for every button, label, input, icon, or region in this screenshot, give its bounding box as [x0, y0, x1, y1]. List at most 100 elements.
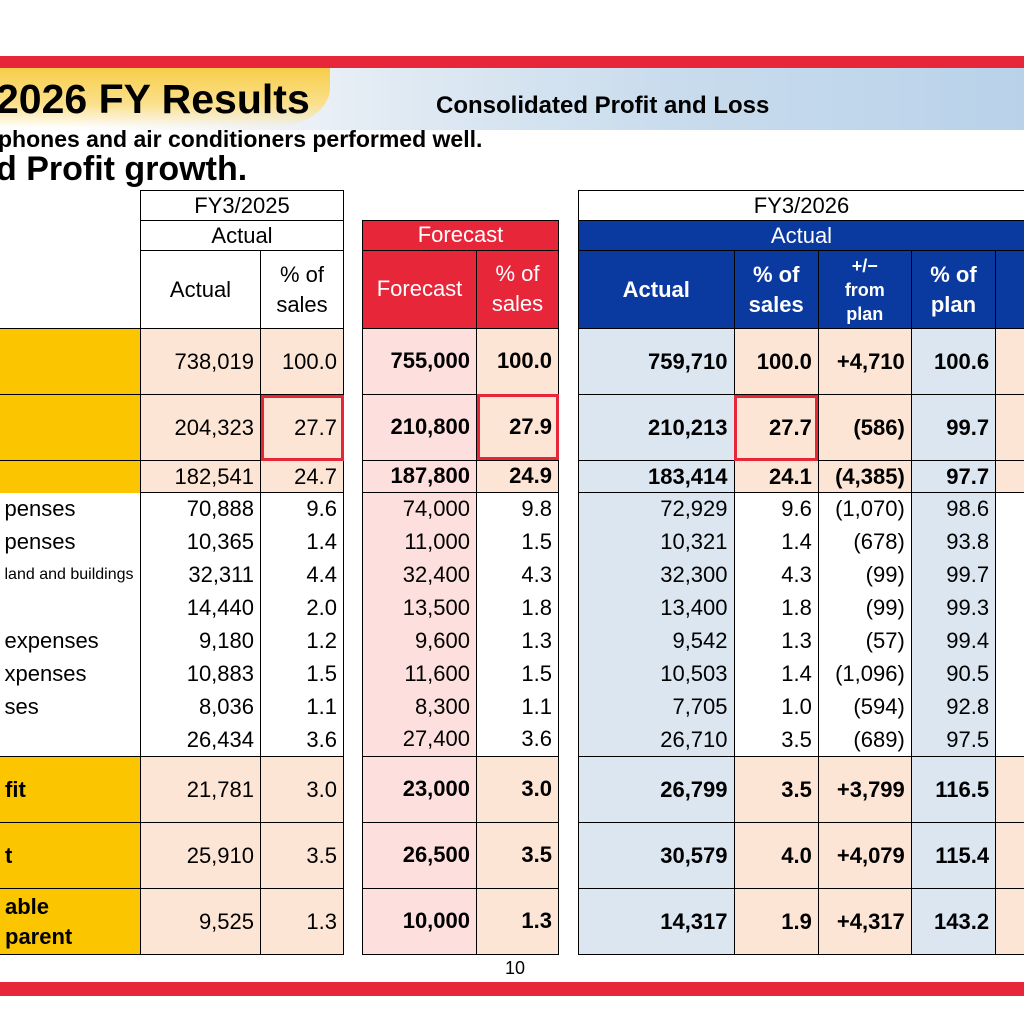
- fy2026-diff-cell: (678): [817, 525, 912, 559]
- fy2026-actual-cell: 759,710: [578, 328, 735, 395]
- forecast-cell: 74,000: [362, 492, 477, 525]
- forecast-group-header: Forecast: [362, 219, 559, 251]
- fy2026-cutoff-cell: [995, 756, 1024, 823]
- fy2025-pct-cell: 3.5: [260, 822, 344, 889]
- fy2025-actual-cell: 26,434: [140, 723, 261, 757]
- fy2026-pct-cell: 3.5: [733, 756, 819, 823]
- row-label: penses: [0, 492, 141, 526]
- forecast-cell: 11,600: [362, 657, 477, 690]
- fy2026-cutoff-cell: [995, 690, 1024, 724]
- summary-line-2: d Profit growth.: [0, 150, 248, 188]
- row-label: [0, 591, 141, 625]
- fy2026-diff-cell: (594): [817, 690, 912, 724]
- table-row: 182,541 24.7: [0, 460, 344, 493]
- forecast-cell: 10,000: [362, 887, 477, 955]
- forecast-pct-cell: 1.8: [476, 591, 559, 624]
- forecast-pct-cell: 3.0: [476, 755, 559, 823]
- fy2025-actual-cell: 8,036: [140, 690, 261, 724]
- fy2025-actual-col-header: Actual: [140, 250, 261, 329]
- top-red-bar: [0, 56, 1024, 68]
- fy2025-actual-cell: 182,541: [140, 460, 261, 493]
- fy2025-actual-cell: 10,365: [140, 525, 261, 559]
- row-label: penses: [0, 525, 141, 559]
- fy2026-actual-table: FY3/2026 Actual Actual % of sales +/− from…: [578, 190, 1024, 955]
- table-row: 13,500 1.8: [362, 591, 559, 624]
- row-label: [0, 460, 141, 493]
- table-row: 9,600 1.3: [362, 624, 559, 657]
- fy2026-pct-cell: 1.9: [733, 888, 819, 955]
- fy2026-pct-col-header: % of sales: [733, 250, 819, 329]
- fy2026-cutoff-cell: [995, 888, 1024, 955]
- row-label: expenses: [0, 624, 141, 658]
- fy2025-actual-cell: 14,440: [140, 591, 261, 625]
- table-row: 74,000 9.8: [362, 492, 559, 525]
- fy2026-cutoff-cell: [995, 525, 1024, 559]
- fy2025-actual-cell: 204,323: [140, 394, 261, 461]
- fy2026-cutoff-cell: [995, 460, 1024, 493]
- forecast-pct-cell: 1.3: [476, 887, 559, 955]
- table-row: 30,579 4.0 +4,079 115.4: [578, 822, 1024, 889]
- forecast-table: Forecast Forecast % of sales 755,000 100.0…: [362, 190, 559, 955]
- forecast-pct-cell: 1.3: [476, 624, 559, 657]
- forecast-pct-cell: 27.9: [476, 393, 559, 461]
- table-row: land and buildings 32,311 4.4: [0, 558, 344, 592]
- forecast-cell: 13,500: [362, 591, 477, 624]
- forecast-pct-cell: 3.6: [476, 723, 559, 756]
- fy2025-actual-cell: 25,910: [140, 822, 261, 889]
- table-row: t 25,910 3.5: [0, 822, 344, 889]
- fy2026-pct-cell: 100.0: [733, 328, 819, 395]
- table-row: 14,440 2.0: [0, 591, 344, 625]
- table-row: 204,323 27.7: [0, 394, 344, 461]
- fy2026-pct-cell: 1.0: [733, 690, 819, 724]
- fy2026-actual-cell: 9,542: [578, 624, 735, 658]
- fy2026-cutoff-cell: [995, 591, 1024, 625]
- fy2026-pct-cell: 27.7: [733, 394, 819, 461]
- fy2026-actual-cell: 72,929: [578, 492, 735, 526]
- fy2026-diff-cell: +4,079: [817, 822, 912, 889]
- row-label: xpenses: [0, 657, 141, 691]
- fy2025-pct-cell: 1.3: [260, 888, 344, 955]
- fy2025-pct-cell: 2.0: [260, 591, 344, 625]
- fy2026-diff-col-header: +/− from plan: [817, 250, 912, 329]
- fy2026-diff-cell: (99): [817, 591, 912, 625]
- fy2026-diff-cell: +4,317: [817, 888, 912, 955]
- fy2025-pct-cell: 1.5: [260, 657, 344, 691]
- fy2026-plan-cell: 90.5: [910, 657, 997, 691]
- fy2026-pct-cell: 4.3: [733, 558, 819, 592]
- fy2026-plan-cell: 93.8: [910, 525, 997, 559]
- page-title: 2026 FY Results: [0, 76, 310, 122]
- fy2025-actual-cell: 10,883: [140, 657, 261, 691]
- summary-line-1: phones and air conditioners performed we…: [0, 126, 483, 152]
- forecast-cell: 32,400: [362, 558, 477, 591]
- fy2026-plan-cell: 99.7: [910, 558, 997, 592]
- forecast-cell: 210,800: [362, 393, 477, 461]
- table-row: 738,019 100.0: [0, 328, 344, 395]
- fy2026-diff-cell: (1,096): [817, 657, 912, 691]
- forecast-pct-cell: 1.5: [476, 525, 559, 558]
- fy2026-actual-cell: 210,213: [578, 394, 735, 461]
- fy2026-cutoff-cell: [995, 558, 1024, 592]
- fy2025-pct-cell: 3.0: [260, 756, 344, 823]
- forecast-cell: 27,400: [362, 723, 477, 756]
- fy2026-cutoff-cell: [995, 822, 1024, 889]
- fy2025-table: FY3/2025 Actual Actual % of sales 738,019…: [0, 190, 344, 955]
- table-row: 72,929 9.6 (1,070) 98.6: [578, 492, 1024, 526]
- fy2025-actual-cell: 9,180: [140, 624, 261, 658]
- table-row: 8,300 1.1: [362, 690, 559, 723]
- table-row: 9,542 1.3 (57) 99.4: [578, 624, 1024, 658]
- fy2025-pct-cell: 27.7: [260, 394, 344, 461]
- forecast-cell: 8,300: [362, 690, 477, 723]
- forecast-cell: 11,000: [362, 525, 477, 558]
- fy2026-actual-col-header: Actual: [578, 250, 735, 329]
- fy2026-plan-cell: 115.4: [910, 822, 997, 889]
- fy2026-plan-cell: 99.3: [910, 591, 997, 625]
- fy2025-actual-cell: 32,311: [140, 558, 261, 592]
- forecast-pct-cell: 3.5: [476, 821, 559, 889]
- table-row: 210,800 27.9: [362, 393, 559, 461]
- fy2026-diff-cell: (689): [817, 723, 912, 757]
- fy2026-diff-cell: (586): [817, 394, 912, 461]
- fy2026-pct-cell: 1.4: [733, 657, 819, 691]
- fy2025-group-header: Actual: [140, 220, 344, 251]
- forecast-pct-cell: 100.0: [476, 327, 559, 395]
- fy2026-cutoff-col-header: [995, 250, 1024, 329]
